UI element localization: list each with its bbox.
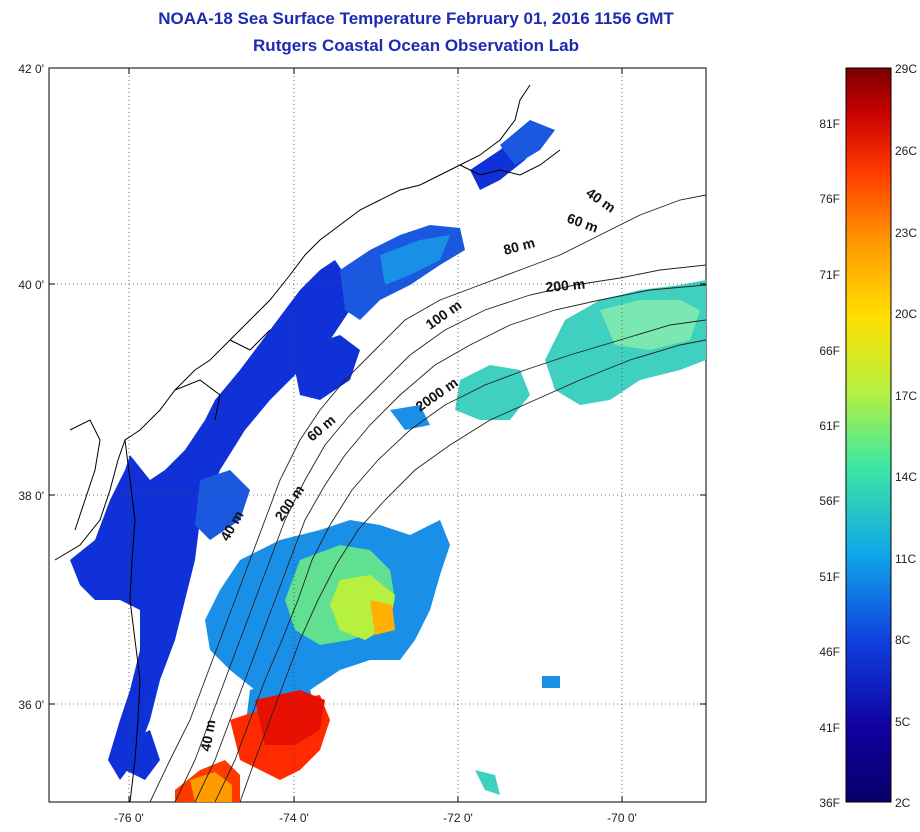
colorbar-c-label: 23C xyxy=(895,226,917,240)
colorbar-c-label: 2C xyxy=(895,796,911,810)
colorbar-f-label: 61F xyxy=(819,419,840,433)
isobath-label: 200 m xyxy=(545,276,586,295)
coastline xyxy=(54,84,561,802)
graticule xyxy=(49,68,706,802)
colorbar-f-label: 36F xyxy=(819,796,840,810)
colorbar-c-label: 14C xyxy=(895,470,917,484)
map-subtitle: Rutgers Coastal Ocean Observation Lab xyxy=(253,36,579,55)
colorbar-c-label: 26C xyxy=(895,144,917,158)
colorbar-f-label: 81F xyxy=(819,117,840,131)
colorbar-fahrenheit-labels: 81F 76F 71F 66F 61F 56F 51F 46F 41F 36F xyxy=(819,117,840,810)
map-title: NOAA-18 Sea Surface Temperature February… xyxy=(158,9,674,28)
isobath-label: 40 m xyxy=(197,718,218,752)
colorbar-f-label: 51F xyxy=(819,570,840,584)
lon-label: -70 0' xyxy=(607,811,637,825)
lon-label: -72 0' xyxy=(443,811,473,825)
axis-ticks xyxy=(49,68,706,802)
lon-label: -76 0' xyxy=(114,811,144,825)
colorbar-c-label: 11C xyxy=(895,552,916,566)
colorbar-f-label: 71F xyxy=(819,268,840,282)
colorbar-f-label: 46F xyxy=(819,645,840,659)
lat-label: 36 0' xyxy=(18,698,44,712)
lon-label: -74 0' xyxy=(279,811,309,825)
colorbar-f-label: 66F xyxy=(819,344,840,358)
lat-label: 40 0' xyxy=(18,278,44,292)
longitude-labels: -76 0' -74 0' -72 0' -70 0' xyxy=(114,811,637,825)
isobaths xyxy=(149,194,706,802)
isobath-label: 80 m xyxy=(502,234,537,258)
colorbar-c-label: 17C xyxy=(895,389,917,403)
colorbar-f-label: 41F xyxy=(819,721,840,735)
colorbar-f-label: 76F xyxy=(819,192,840,206)
colorbar-c-label: 29C xyxy=(895,62,917,76)
latitude-labels: 42 0' 40 0' 38 0' 36 0' xyxy=(18,62,44,712)
colorbar-c-label: 8C xyxy=(895,633,911,647)
colorbar-celsius-labels: 29C 26C 23C 20C 17C 14C 11C 8C 5C 2C xyxy=(895,62,917,810)
sst-data-layer xyxy=(70,120,706,802)
temperature-colorbar: 81F 76F 71F 66F 61F 56F 51F 46F 41F 36F … xyxy=(819,62,917,810)
colorbar-c-label: 5C xyxy=(895,715,911,729)
lat-label: 38 0' xyxy=(18,489,44,503)
colorbar-f-label: 56F xyxy=(819,494,840,508)
colorbar-gradient xyxy=(845,67,892,803)
colorbar-c-label: 20C xyxy=(895,307,917,321)
lat-label: 42 0' xyxy=(18,62,44,76)
